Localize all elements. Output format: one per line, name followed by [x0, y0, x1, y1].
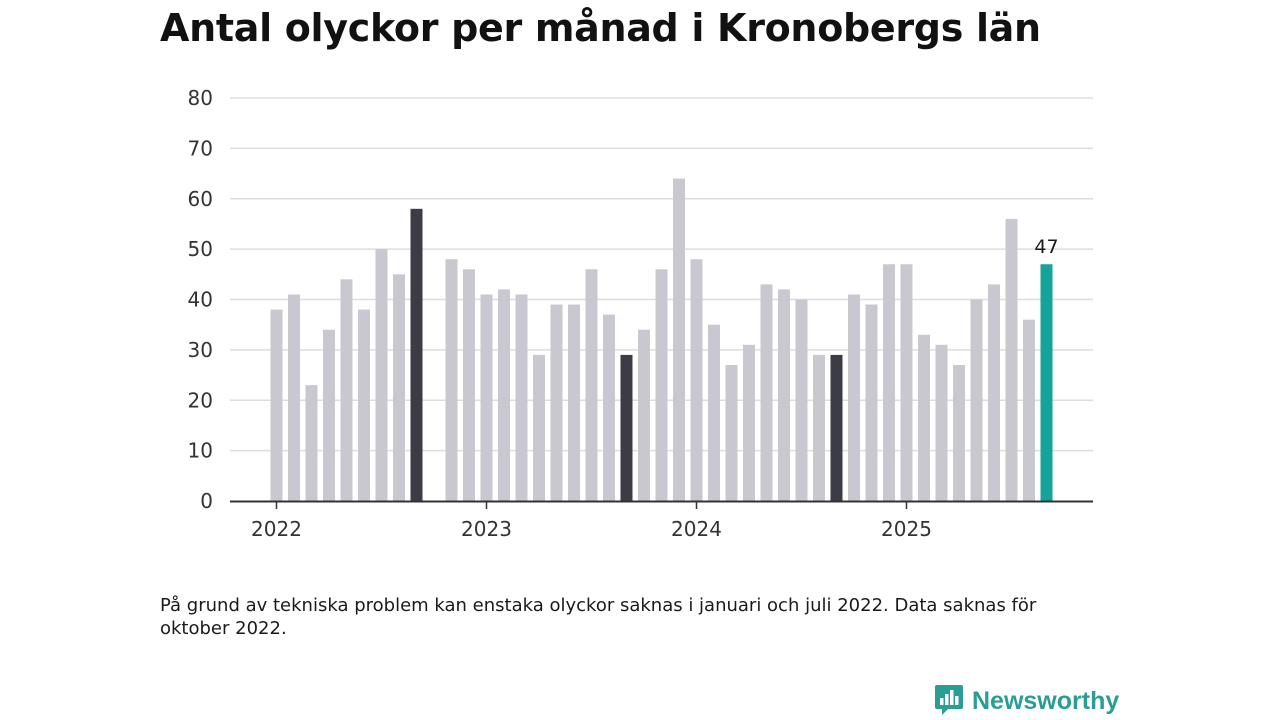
newsworthy-logo[interactable]: Newsworthy — [934, 684, 1119, 718]
bar-2025-06 — [988, 284, 1000, 501]
bar-2022-09 — [410, 208, 423, 501]
data-labels: 47 — [1034, 236, 1058, 258]
brand-name: Newsworthy — [972, 686, 1120, 715]
bar-2022-01 — [270, 309, 283, 501]
bar-2023-06 — [568, 304, 580, 501]
bar-2024-11 — [865, 304, 878, 501]
x-tick-label: 2023 — [461, 517, 512, 541]
y-tick-label: 30 — [188, 338, 213, 362]
y-tick-label: 0 — [200, 489, 213, 513]
x-axis-ticks: 2022 2023 2024 2025 — [251, 501, 932, 541]
chart-title: Antal olyckor per månad i Kronobergs län — [160, 6, 1041, 50]
bar-2022-03 — [305, 385, 318, 501]
bar-2024-01 — [690, 259, 703, 501]
y-axis-ticks: 0 10 20 30 40 50 60 70 80 — [188, 86, 213, 513]
bar-chart: 0 10 20 30 40 50 60 70 80 2022 2023 2024 2025 47 — [188, 86, 1093, 541]
value-label: 47 — [1034, 236, 1058, 258]
bar-2025-08 — [1023, 319, 1035, 501]
bar-2023-02 — [498, 289, 510, 501]
bar-2023-11 — [655, 269, 668, 501]
bar-2022-08 — [393, 274, 405, 501]
bar-2022-02 — [288, 294, 300, 501]
bar-2023-10 — [638, 329, 650, 501]
bar-2023-07 — [585, 269, 598, 501]
newsworthy-logo-icon — [935, 685, 963, 715]
bar-2022-11 — [445, 259, 458, 501]
y-tick-label: 60 — [188, 187, 213, 211]
y-tick-label: 70 — [188, 136, 213, 160]
bar-2023-09 — [620, 354, 633, 501]
x-tick-label: 2025 — [881, 517, 932, 541]
y-tick-label: 10 — [188, 439, 213, 463]
bar-2022-07 — [375, 249, 388, 501]
bars — [270, 178, 1053, 501]
bar-2023-08 — [603, 314, 615, 501]
bar-2024-05 — [760, 284, 773, 501]
x-tick-label: 2022 — [251, 517, 302, 541]
bar-2024-04 — [743, 344, 755, 501]
bar-2024-02 — [708, 324, 720, 501]
bar-2024-10 — [848, 294, 860, 501]
bar-2022-05 — [340, 279, 353, 501]
bar-2025-03 — [935, 344, 948, 501]
bar-2023-03 — [515, 294, 528, 501]
bar-2024-06 — [778, 289, 790, 501]
bar-2025-04 — [953, 364, 965, 501]
bar-2024-12 — [883, 264, 895, 501]
bar-2024-07 — [795, 299, 808, 501]
bar-2025-05 — [970, 299, 983, 501]
y-tick-label: 40 — [188, 288, 213, 312]
x-tick-label: 2024 — [671, 517, 722, 541]
bar-2024-09 — [830, 354, 843, 501]
bar-2022-12 — [463, 269, 475, 501]
bar-2022-04 — [323, 329, 335, 501]
bar-2025-07 — [1005, 218, 1018, 501]
bar-2024-03 — [725, 364, 738, 501]
y-tick-label: 50 — [188, 237, 213, 261]
bar-2023-04 — [533, 354, 545, 501]
bar-2025-01 — [900, 264, 913, 501]
bar-2022-06 — [358, 309, 370, 501]
footnote: På grund av tekniska problem kan enstaka… — [160, 595, 1037, 639]
bar-2023-12 — [673, 178, 685, 501]
bar-2023-05 — [550, 304, 563, 501]
bar-2025-02 — [918, 334, 930, 501]
bar-2025-09 — [1040, 264, 1053, 501]
bar-2024-08 — [813, 354, 825, 501]
y-tick-label: 20 — [188, 388, 213, 412]
bar-2023-01 — [480, 294, 493, 501]
y-tick-label: 80 — [188, 86, 213, 110]
